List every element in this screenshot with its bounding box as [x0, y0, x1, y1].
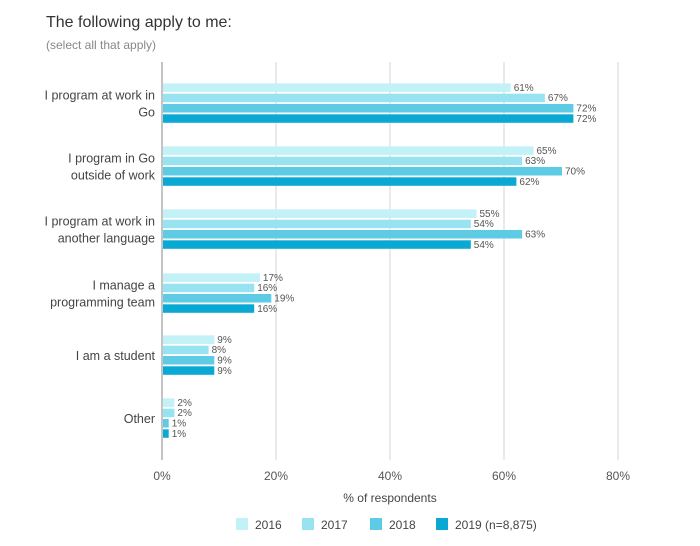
data-label: 54%	[474, 219, 494, 230]
category-label: outside of work	[71, 169, 156, 183]
data-label: 8%	[212, 345, 227, 356]
bar	[163, 398, 175, 407]
x-axis-title: % of respondents	[343, 491, 436, 505]
data-label: 1%	[172, 429, 187, 440]
bar	[163, 177, 517, 186]
bar	[163, 219, 471, 229]
legend-label: 2017	[321, 518, 348, 532]
legend-label: 2018	[389, 518, 416, 532]
bar	[163, 93, 545, 103]
data-label: 54%	[474, 240, 494, 251]
category-label: programming team	[50, 296, 155, 310]
data-label: 63%	[525, 156, 545, 167]
data-label: 62%	[519, 177, 539, 188]
bar	[163, 294, 272, 303]
data-label: 2%	[177, 398, 192, 409]
x-tick-label: 60%	[492, 469, 516, 483]
bar	[163, 335, 215, 344]
category-label: another language	[58, 232, 155, 246]
bar	[163, 83, 511, 92]
data-label: 65%	[537, 146, 557, 157]
bar	[163, 356, 215, 365]
data-label: 63%	[525, 230, 545, 241]
data-label: 9%	[217, 366, 232, 377]
data-label: 16%	[257, 283, 277, 294]
data-label: 9%	[217, 356, 232, 367]
chart-subtitle: (select all that apply)	[46, 38, 157, 52]
bar	[163, 167, 562, 176]
x-tick-label: 40%	[378, 469, 402, 483]
legend-label: 2016	[255, 518, 282, 532]
category-label: Other	[124, 412, 155, 426]
x-tick-label: 20%	[264, 469, 288, 483]
data-label: 61%	[514, 83, 534, 94]
data-label: 16%	[257, 304, 277, 315]
legend-label: 2019 (n=8,875)	[455, 518, 537, 532]
data-label: 70%	[565, 167, 585, 178]
bar	[163, 104, 574, 113]
data-label: 19%	[274, 294, 294, 305]
x-tick-label: 0%	[153, 469, 171, 483]
category-label: I program at work in	[45, 215, 156, 229]
bar	[163, 429, 169, 438]
bar	[163, 114, 574, 123]
data-label: 2%	[177, 408, 192, 419]
category-label: I manage a	[92, 279, 155, 293]
bar	[163, 273, 260, 282]
data-label: 1%	[172, 419, 187, 430]
category-label: Go	[138, 106, 155, 120]
bar	[163, 146, 534, 155]
legend-swatch	[236, 518, 248, 530]
data-label: 9%	[217, 335, 232, 346]
data-label: 17%	[263, 273, 283, 284]
category-label: I program in Go	[68, 152, 155, 166]
bar	[163, 283, 255, 293]
bar	[163, 240, 471, 249]
legend-swatch	[370, 518, 382, 530]
legend-swatch	[302, 518, 314, 530]
bar	[163, 156, 523, 166]
data-label: 67%	[548, 93, 568, 104]
bar	[163, 304, 255, 313]
x-tick-label: 80%	[606, 469, 630, 483]
legend-swatch	[436, 518, 448, 530]
category-label: I program at work in	[45, 89, 156, 103]
data-label: 72%	[576, 114, 596, 125]
bar	[163, 419, 169, 428]
data-label: 72%	[576, 104, 596, 115]
bar	[163, 230, 523, 239]
data-label: 55%	[480, 209, 500, 220]
chart-title: The following apply to me:	[46, 14, 232, 31]
bar	[163, 366, 215, 375]
category-label: I am a student	[76, 349, 156, 363]
bar	[163, 209, 477, 218]
bar	[163, 408, 175, 418]
bar	[163, 345, 209, 355]
